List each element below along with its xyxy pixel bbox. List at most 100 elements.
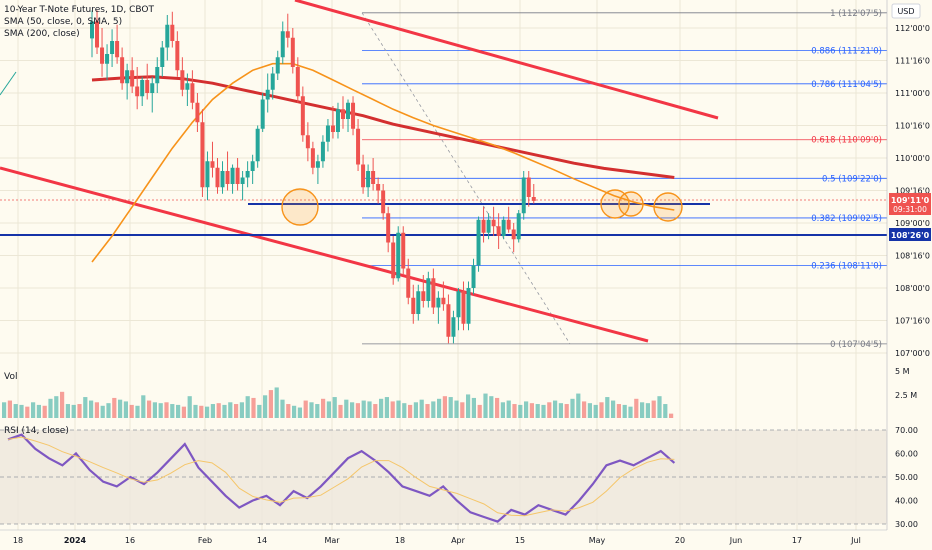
candle bbox=[526, 177, 531, 197]
fib-label: 0.236 (108'11'0) bbox=[811, 262, 882, 272]
volume-bar bbox=[628, 406, 633, 418]
price-tick-label: 107'16'0 bbox=[895, 317, 930, 326]
volume-bar bbox=[466, 394, 471, 418]
volume-bar bbox=[361, 400, 366, 418]
candle bbox=[100, 47, 105, 64]
fib-label: 0.5 (109'22'0) bbox=[822, 174, 882, 184]
x-tick-label: Jul bbox=[850, 536, 861, 545]
volume-bar bbox=[129, 404, 134, 418]
volume-bar bbox=[158, 403, 163, 418]
volume-bar bbox=[645, 403, 650, 418]
volume-bar bbox=[245, 396, 250, 418]
x-tick-label: Jun bbox=[729, 536, 743, 545]
candle bbox=[335, 109, 340, 132]
candle bbox=[386, 213, 391, 243]
candle bbox=[456, 291, 461, 318]
volume-bar bbox=[460, 402, 465, 418]
candle bbox=[315, 161, 320, 168]
trend-segment bbox=[0, 71, 17, 96]
candle bbox=[210, 161, 215, 168]
volume-bar bbox=[321, 398, 326, 418]
volume-bar bbox=[118, 399, 123, 418]
volume-bar bbox=[280, 399, 285, 418]
volume-bar bbox=[274, 387, 279, 418]
candle bbox=[200, 122, 205, 188]
volume-bar bbox=[402, 403, 407, 418]
candle bbox=[295, 67, 300, 97]
volume-bar bbox=[135, 405, 140, 418]
last-price-value: 109'11'0 bbox=[891, 196, 930, 205]
volume-bar bbox=[48, 398, 53, 418]
volume-bar bbox=[408, 404, 413, 418]
volume-bar bbox=[65, 404, 70, 418]
price-tick-label: 111'00'0 bbox=[895, 89, 930, 98]
x-tick-label: Apr bbox=[451, 536, 466, 545]
volume-bar bbox=[622, 404, 627, 418]
volume-bar bbox=[454, 400, 459, 418]
candle bbox=[135, 86, 140, 97]
candle bbox=[250, 161, 255, 171]
volume-bar bbox=[199, 405, 204, 418]
candle bbox=[396, 232, 401, 279]
volume-bar bbox=[251, 397, 256, 418]
candle bbox=[471, 265, 476, 288]
volume-bar bbox=[570, 398, 575, 418]
candle bbox=[265, 89, 270, 100]
volume-bar bbox=[669, 413, 674, 418]
volume-bar bbox=[524, 401, 529, 418]
volume-bar bbox=[506, 400, 511, 418]
candle bbox=[376, 184, 381, 191]
highlight-circle bbox=[618, 191, 644, 217]
candle bbox=[401, 232, 406, 269]
candle bbox=[346, 102, 351, 119]
price-tick-label: 111'16'0 bbox=[895, 57, 930, 66]
candle bbox=[406, 268, 411, 298]
volume-bar bbox=[303, 400, 308, 418]
rsi-label: RSI (14, close) bbox=[4, 426, 69, 436]
volume-bar bbox=[355, 403, 360, 418]
legend-sma50: SMA (50, close, 0, SMA, 5) bbox=[4, 17, 123, 27]
candle bbox=[290, 37, 295, 67]
candle bbox=[175, 41, 180, 71]
fib-label: 0.382 (109'02'5) bbox=[811, 214, 882, 224]
highlight-circle bbox=[281, 188, 319, 226]
candle bbox=[190, 83, 195, 103]
candle bbox=[115, 41, 120, 58]
highlight-circle bbox=[653, 192, 683, 222]
x-tick-label: May bbox=[589, 536, 606, 545]
legend-title: 10-Year T-Note Futures, 1D, CBOT bbox=[4, 5, 154, 15]
candle bbox=[391, 242, 396, 279]
volume-bar bbox=[437, 398, 442, 418]
candle bbox=[235, 167, 240, 184]
volume-bar bbox=[390, 401, 395, 418]
candle bbox=[185, 83, 190, 90]
candle bbox=[506, 219, 511, 230]
candle bbox=[140, 80, 145, 97]
last-price-tag bbox=[889, 193, 931, 215]
candle bbox=[466, 288, 471, 324]
rsi-ma-line bbox=[7, 436, 675, 517]
candle bbox=[511, 229, 516, 240]
candle bbox=[305, 135, 310, 149]
volume-bar bbox=[640, 402, 645, 418]
candle bbox=[165, 24, 170, 48]
right-axis bbox=[887, 0, 932, 550]
volume-bar bbox=[216, 403, 221, 418]
fib-label: 1 (112'07'5) bbox=[830, 9, 882, 19]
candle bbox=[481, 219, 486, 233]
volume-bar bbox=[332, 397, 337, 418]
volume-bar bbox=[541, 404, 546, 418]
candle bbox=[90, 21, 94, 39]
candle bbox=[270, 73, 275, 90]
price-tick-label: 109'16'0 bbox=[895, 187, 930, 196]
price-tick-label: 108'16'0 bbox=[895, 252, 930, 261]
candle bbox=[240, 177, 245, 184]
volume-bar bbox=[193, 404, 198, 418]
volume-bar bbox=[170, 404, 175, 418]
volume-bar bbox=[651, 400, 656, 418]
candle bbox=[491, 219, 496, 227]
x-tick-label: 14 bbox=[257, 536, 267, 545]
volume-bar bbox=[297, 407, 302, 418]
volume-bar bbox=[13, 404, 18, 418]
